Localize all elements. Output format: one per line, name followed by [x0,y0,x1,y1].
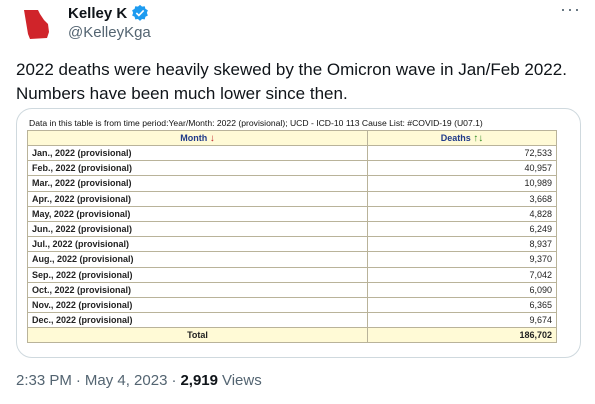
verified-badge-icon [132,4,149,21]
deaths-cell: 7,042 [367,266,557,283]
table-row: Aug., 2022 (provisional) 9,370 [27,251,557,268]
deaths-cell: 9,370 [367,251,557,268]
tweet-time[interactable]: 2:33 PM [16,372,72,389]
author-avatar[interactable] [16,4,56,44]
attached-image[interactable]: Data in this table is from time period:Y… [16,108,581,358]
month-cell: Feb., 2022 (provisional) [27,160,368,177]
table-row: Jul., 2022 (provisional) 8,937 [27,236,557,253]
georgia-state-map-icon [24,10,49,39]
table-row: Oct., 2022 (provisional) 6,090 [27,281,557,298]
author-handle[interactable]: @KelleyKga [68,24,151,41]
month-cell: May, 2022 (provisional) [27,205,368,222]
table-row: Apr., 2022 (provisional) 3,668 [27,190,557,207]
deaths-cell: 72,533 [367,144,557,162]
table-row: Mar., 2022 (provisional) 10,989 [27,175,557,192]
deaths-cell: 10,989 [367,175,557,192]
sort-down-arrow-icon: ↓ [209,132,215,144]
tweet-text-line-1: 2022 deaths were heavily skewed by the O… [16,60,567,79]
header-deaths-label: Deaths [440,132,471,143]
views-label: Views [221,372,262,389]
header-month-label: Month [180,132,208,143]
views-count[interactable]: 2,919 [180,372,218,389]
month-cell: Mar., 2022 (provisional) [27,175,368,192]
month-cell: Oct., 2022 (provisional) [27,281,368,298]
more-options-icon[interactable]: ··· [560,0,581,19]
table-row: Nov., 2022 (provisional) 6,365 [27,296,557,314]
month-cell: Sep., 2022 (provisional) [27,266,368,283]
month-cell: Jul., 2022 (provisional) [27,236,368,253]
author-name-row: Kelley K [68,4,149,22]
deaths-cell: 6,249 [367,220,557,238]
table-header-row: Month ↓ Deaths ↑↓ [27,130,557,146]
tweet-text: 2022 deaths were heavily skewed by the O… [16,58,581,106]
tweet-meta: 2:33 PM · May 4, 2023 · 2,919 Views [16,372,262,389]
table-row: Sep., 2022 (provisional) 7,042 [27,266,557,283]
table-row: Jun., 2022 (provisional) 6,249 [27,220,557,238]
deaths-cell: 6,090 [367,281,557,298]
table-row: Feb., 2022 (provisional) 40,957 [27,160,557,177]
total-label: Total [27,327,368,344]
meta-separator: · [171,372,177,389]
total-value: 186,702 [367,327,557,344]
header-deaths: Deaths ↑↓ [367,130,557,146]
tweet-date[interactable]: May 4, 2023 [84,372,168,389]
tweet-text-line-2: Numbers have been much lower since then. [16,84,348,103]
deaths-cell: 3,668 [367,190,557,207]
month-cell: Aug., 2022 (provisional) [27,251,368,268]
table-row: Dec., 2022 (provisional) 9,674 [27,312,557,329]
deaths-cell: 9,674 [367,312,557,329]
table-total-row: Total 186,702 [27,327,557,344]
deaths-cell: 40,957 [367,160,557,177]
author-name[interactable]: Kelley K [68,4,128,22]
table-row: May, 2022 (provisional) 4,828 [27,205,557,222]
deaths-cell: 8,937 [367,236,557,253]
month-cell: Dec., 2022 (provisional) [27,312,368,329]
month-cell: Jun., 2022 (provisional) [27,220,368,238]
sort-up-down-arrow-icon: ↑↓ [473,132,484,144]
deaths-table: Month ↓ Deaths ↑↓ Jan., 2022 (provisiona… [27,130,557,344]
meta-separator: · [75,372,81,389]
header-month: Month ↓ [27,130,368,146]
deaths-cell: 6,365 [367,296,557,314]
table-row: Jan., 2022 (provisional) 72,533 [27,144,557,162]
table-note: Data in this table is from time period:Y… [29,118,483,128]
month-cell: Apr., 2022 (provisional) [27,190,368,207]
month-cell: Jan., 2022 (provisional) [27,144,368,162]
deaths-cell: 4,828 [367,205,557,222]
deaths-table-container: Data in this table is from time period:Y… [27,116,565,344]
month-cell: Nov., 2022 (provisional) [27,296,368,314]
